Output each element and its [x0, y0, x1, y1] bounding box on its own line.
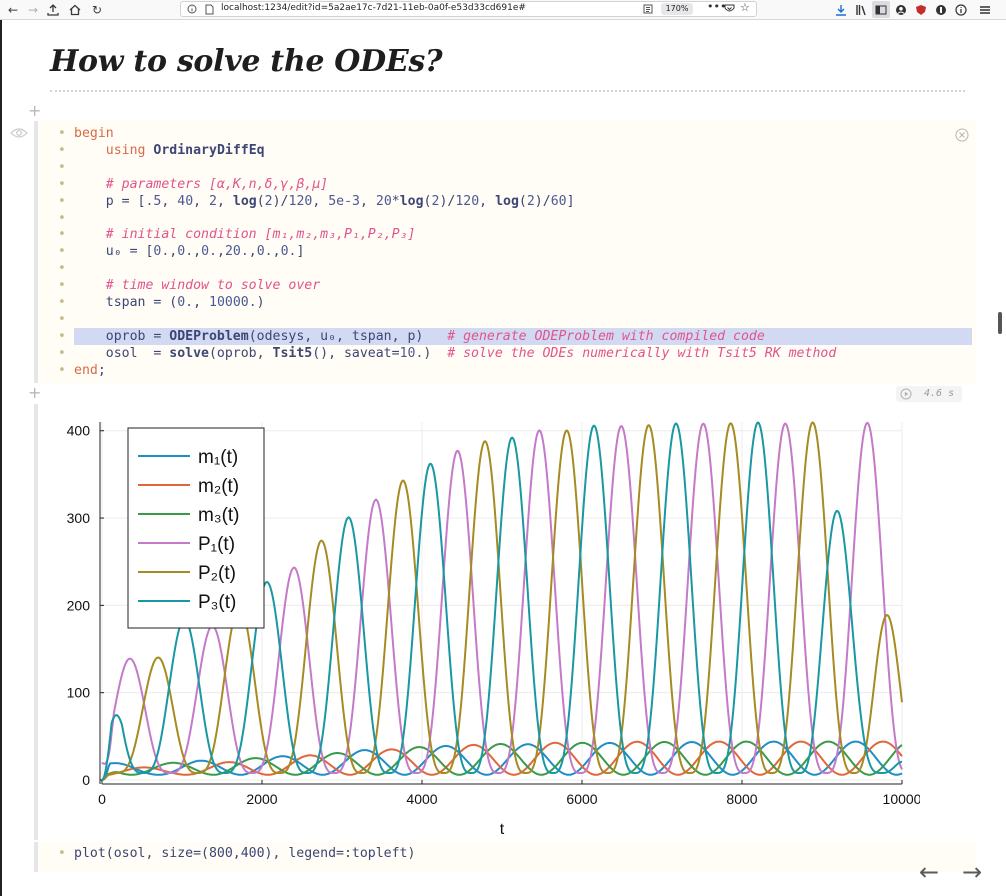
y-tick-label: 200 — [67, 597, 91, 613]
code-line[interactable]: u₀ = [0.,0.,0.,20.,0.,0.] — [74, 244, 305, 260]
series-line-6 — [101, 421, 903, 781]
account-icon — [896, 4, 906, 15]
ublock-button[interactable] — [912, 1, 930, 18]
code-line[interactable]: begin — [74, 126, 114, 141]
legend-label: m₁(t) — [198, 447, 238, 468]
scrollbar[interactable] — [998, 40, 1002, 890]
highlighted-line — [74, 328, 972, 345]
code-editor[interactable]: begin using OrdinaryDiffEq # parameters … — [74, 126, 836, 380]
hamburger-menu-icon — [980, 5, 990, 14]
page-actions-icon[interactable]: ••• — [707, 0, 727, 13]
x-tick-label: 2000 — [246, 791, 277, 807]
code-line[interactable]: osol = solve(oprob, Tsit5(), saveat=10.)… — [74, 345, 837, 361]
run-cell-button[interactable]: 4.6 s — [896, 386, 962, 402]
home-button[interactable] — [66, 1, 84, 18]
next-page-button[interactable]: → — [961, 858, 983, 886]
bookmark-star-icon[interactable]: ☆ — [740, 1, 750, 14]
add-cell-between-button[interactable]: + — [28, 383, 42, 402]
delete-cell-icon[interactable] — [955, 128, 969, 142]
forward-button[interactable]: → — [24, 1, 42, 18]
back-arrow-icon: ← — [7, 2, 19, 17]
code-line[interactable]: # initial condition [m₁,m₂,m₃,P₁,P₂,P₃] — [105, 227, 416, 243]
extension-icon — [936, 4, 946, 15]
reload-icon: ↻ — [91, 2, 103, 17]
cell-gutter: • • • • • • • • • • • • • • • — [58, 126, 66, 378]
sidebar-icon — [875, 5, 887, 14]
zoom-level-badge[interactable]: 170% — [661, 3, 693, 15]
previous-page-button[interactable]: ← — [918, 858, 940, 886]
legend-label: P₃(t) — [198, 592, 236, 613]
play-icon — [900, 388, 912, 400]
extension-button[interactable] — [932, 1, 950, 18]
code-line[interactable]: # time window to solve over — [105, 278, 321, 294]
add-cell-above-button[interactable]: + — [28, 101, 42, 120]
code-line[interactable]: end; — [74, 362, 106, 378]
legend-box — [127, 427, 265, 629]
upload-icon — [47, 3, 59, 16]
upload-button[interactable] — [44, 1, 62, 18]
account-button[interactable] — [892, 1, 910, 18]
forward-arrow-icon: → — [27, 2, 39, 17]
page-title: How to solve the ODEs? — [50, 44, 443, 79]
legend-label: P₂(t) — [198, 563, 236, 584]
y-tick-label: 300 — [67, 510, 91, 526]
menu-button[interactable] — [976, 1, 994, 18]
url-text: localhost:1234/edit?id=5a2ae17c-7d21-11e… — [221, 3, 526, 13]
code-line[interactable]: tspan = (0., 10000.) — [74, 295, 265, 311]
legend-label: P₁(t) — [198, 534, 235, 555]
y-tick-label: 0 — [82, 772, 90, 788]
download-icon — [836, 4, 846, 16]
reload-button[interactable]: ↻ — [88, 1, 106, 18]
code-line[interactable]: using OrdinaryDiffEq — [105, 142, 265, 158]
window-edge — [0, 20, 2, 896]
home-icon — [69, 4, 81, 15]
pocket-icon[interactable] — [724, 4, 735, 14]
legend-label: m₂(t) — [198, 476, 239, 497]
page-icon — [205, 4, 214, 15]
cell-gutter: • — [58, 846, 66, 861]
address-bar[interactable]: localhost:1234/edit?id=5a2ae17c-7d21-11e… — [180, 0, 757, 17]
info-circle-icon — [955, 3, 967, 16]
downloads-button[interactable] — [832, 1, 850, 18]
back-button[interactable]: ← — [4, 1, 22, 18]
y-tick-label: 100 — [67, 685, 91, 701]
ode-solution-plot: 0 2000 4000 6000 8000 10000 0 100 200 300 400 t m₁(t… — [67, 421, 920, 838]
library-button[interactable] — [852, 1, 870, 18]
plot-code-cell[interactable] — [34, 842, 976, 872]
scrollbar-thumb[interactable] — [998, 312, 1002, 334]
legend-label: m₃(t) — [198, 505, 240, 526]
x-axis-label: t — [500, 821, 505, 838]
info-icon — [187, 4, 197, 14]
y-tick-label: 400 — [67, 423, 91, 439]
ublock-icon — [916, 4, 926, 15]
cell-runtime: 4.6 s — [924, 388, 955, 399]
x-tick-label: 6000 — [566, 791, 597, 807]
series-line-1 — [101, 740, 903, 781]
x-tick-label: 10000 — [883, 791, 920, 807]
code-line[interactable]: oprob = ODEProblem(odesys, u₀, tspan, p)… — [74, 328, 765, 344]
series-line-4 — [101, 421, 903, 774]
browser-toolbar: ← → ↻ localhost:1234/edit?id=5a2ae17c-7d… — [0, 0, 1006, 20]
plot-code-editor[interactable]: plot(osol, size=(800,400), legend=:tople… — [74, 846, 416, 861]
code-line[interactable]: p = [.5, 40, 2, log(2)/120, 5e-3, 20*log… — [74, 193, 575, 209]
info-button[interactable] — [952, 1, 970, 18]
x-tick-label: 4000 — [406, 791, 437, 807]
x-tick-label: 0 — [98, 791, 106, 807]
reader-view-icon[interactable] — [643, 4, 653, 14]
plot-output — [34, 404, 976, 840]
eye-icon[interactable] — [10, 128, 28, 138]
x-tick-label: 8000 — [726, 791, 757, 807]
library-icon — [856, 4, 866, 15]
sidebar-button[interactable] — [872, 1, 890, 18]
title-divider — [50, 90, 965, 92]
code-line[interactable]: # parameters [α,K,n,δ,γ,β,μ] — [105, 176, 329, 192]
